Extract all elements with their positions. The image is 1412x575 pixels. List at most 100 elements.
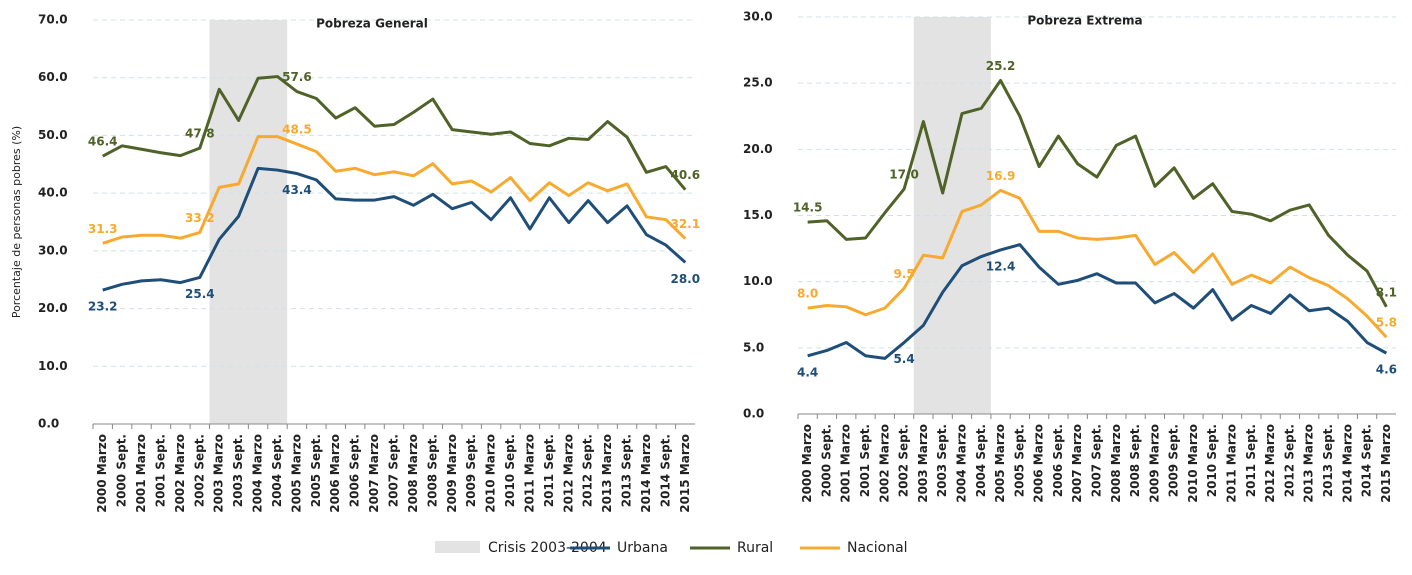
x-tick-label: 2003 Marzo [916, 424, 930, 503]
value-label: 8.0 [797, 287, 818, 301]
legend-label: Crisis 2003-2004 [488, 540, 607, 556]
y-tick-label: 10.0 [38, 359, 68, 373]
x-tick-label: 2010 Sept. [1205, 424, 1219, 497]
value-label: 48.5 [282, 123, 312, 137]
x-tick-label: 2003 Sept. [231, 434, 245, 507]
y-tick-label: 0.0 [38, 417, 59, 431]
x-tick-label: 2014 Marzo [639, 434, 653, 513]
value-label: 12.4 [986, 259, 1016, 273]
y-tick-label: 25.0 [743, 76, 773, 90]
chart-title: Pobreza General [316, 17, 428, 31]
x-tick-label: 2001 Sept. [153, 434, 167, 507]
x-tick-label: 2013 Marzo [1302, 424, 1316, 503]
value-label: 32.1 [670, 217, 700, 231]
value-label: 5.4 [893, 352, 914, 366]
value-label: 25.2 [986, 59, 1016, 73]
x-tick-label: 2011 Marzo [1225, 424, 1239, 503]
x-tick-label: 2005 Marzo [289, 434, 303, 513]
x-tick-label: 2007 Marzo [1070, 424, 1084, 503]
x-tick-label: 2008 Marzo [1109, 424, 1123, 503]
x-tick-label: 2009 Sept. [464, 434, 478, 507]
y-tick-label: 50.0 [38, 128, 68, 142]
x-tick-label: 2002 Marzo [173, 434, 187, 513]
x-tick-label: 2006 Sept. [348, 434, 362, 507]
value-label: 4.4 [797, 365, 818, 379]
y-tick-label: 30.0 [38, 243, 68, 257]
x-tick-label: 2008 Sept. [425, 434, 439, 507]
value-label: 40.6 [670, 168, 700, 182]
x-tick-label: 2006 Marzo [328, 434, 342, 513]
crisis-band [209, 20, 288, 424]
y-tick-label: 10.0 [743, 274, 773, 288]
x-tick-label: 2010 Marzo [484, 434, 498, 513]
x-tick-label: 2012 Marzo [1263, 424, 1277, 503]
x-tick-label: 2013 Sept. [620, 434, 634, 507]
x-tick-label: 2011 Sept. [1244, 424, 1258, 497]
x-tick-label: 2006 Marzo [1032, 424, 1046, 503]
x-tick-label: 2005 Sept. [309, 434, 323, 507]
x-tick-label: 2009 Sept. [1167, 424, 1181, 497]
legend-label: Urbana [617, 540, 668, 556]
y-tick-label: 40.0 [38, 186, 68, 200]
legend-label: Rural [737, 540, 773, 556]
x-tick-label: 2009 Marzo [1147, 424, 1161, 503]
value-label: 43.4 [282, 183, 312, 197]
value-label: 57.6 [282, 70, 312, 84]
series-line: Rural [807, 79, 1388, 308]
x-tick-label: 2002 Sept. [192, 434, 206, 507]
x-tick-label: 2011 Marzo [522, 434, 536, 513]
x-tick-label: 2000 Sept. [115, 434, 129, 507]
y-axis-label: Porcentaje de personas pobres (%) [10, 126, 23, 318]
value-label: 8.1 [1376, 285, 1397, 299]
x-tick-label: 2003 Sept. [935, 424, 949, 497]
y-tick-label: 0.0 [743, 407, 764, 421]
series-line [102, 135, 687, 245]
legend-swatch [435, 541, 480, 553]
x-tick-label: 2007 Marzo [367, 434, 381, 513]
x-tick-label: 2009 Marzo [445, 434, 459, 513]
chart-title: Pobreza Extrema [1027, 14, 1142, 28]
y-tick-label: 70.0 [38, 13, 68, 27]
x-tick-label: 2010 Sept. [503, 434, 517, 507]
x-tick-label: 2002 Marzo [877, 424, 891, 503]
y-tick-label: 20.0 [38, 301, 68, 315]
x-tick-label: 2007 Sept. [1090, 424, 1104, 497]
value-label: 31.3 [88, 222, 118, 236]
x-tick-label: 2014 Sept. [658, 434, 672, 507]
value-label: 9.5 [893, 267, 914, 281]
value-label: 23.2 [88, 300, 118, 314]
value-label: 47.8 [185, 127, 215, 141]
x-tick-label: 2004 Sept. [974, 424, 988, 497]
series-line: Urbana [807, 243, 1388, 360]
x-tick-label: 2002 Sept. [897, 424, 911, 497]
value-label: 25.4 [185, 287, 215, 301]
x-tick-label: 2001 Marzo [134, 434, 148, 513]
x-tick-label: 2014 Marzo [1340, 424, 1354, 503]
value-label: 5.8 [1376, 316, 1397, 330]
y-tick-label: 30.0 [743, 10, 773, 24]
x-tick-label: 2015 Marzo [678, 434, 692, 513]
x-tick-label: 2005 Marzo [993, 424, 1007, 503]
x-tick-label: 2001 Marzo [839, 424, 853, 503]
x-tick-label: 2000 Marzo [800, 424, 814, 503]
x-tick-label: 2005 Sept. [1012, 424, 1026, 497]
y-tick-label: 15.0 [743, 208, 773, 222]
x-tick-label: 2000 Sept. [819, 424, 833, 497]
x-tick-label: 2003 Marzo [212, 434, 226, 513]
x-tick-label: 2004 Marzo [251, 434, 265, 513]
x-tick-label: 2004 Sept. [270, 434, 284, 507]
value-label: 33.2 [185, 211, 215, 225]
x-tick-label: 2014 Sept. [1360, 424, 1374, 497]
x-tick-label: 2013 Marzo [600, 434, 614, 513]
x-tick-label: 2015 Marzo [1379, 424, 1393, 503]
x-tick-label: 2012 Sept. [1282, 424, 1296, 497]
value-label: 14.5 [793, 201, 823, 215]
x-tick-label: 2010 Marzo [1186, 424, 1200, 503]
value-label: 28.0 [670, 272, 700, 286]
x-tick-label: 2012 Sept. [581, 434, 595, 507]
series-line: Nacional [807, 188, 1388, 339]
x-tick-label: 2008 Sept. [1128, 424, 1142, 497]
value-label: 46.4 [88, 135, 118, 149]
series-line [102, 75, 687, 191]
